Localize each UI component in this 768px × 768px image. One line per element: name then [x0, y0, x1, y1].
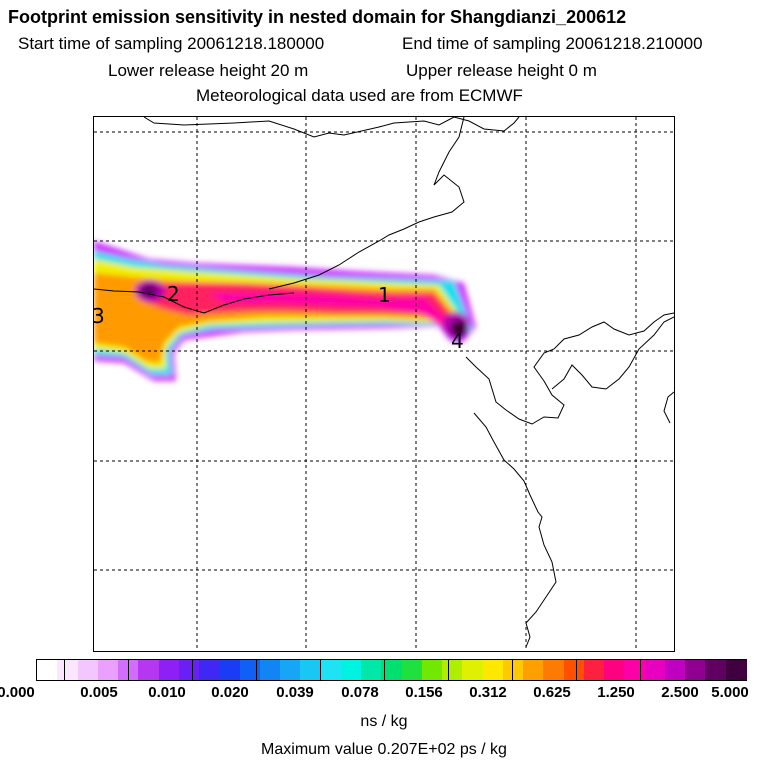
marker-1: 1 — [378, 283, 391, 307]
colorbar-divider — [448, 660, 449, 680]
colorbar-swatch — [563, 660, 585, 680]
map-svg: 1 2 3 4 — [94, 117, 674, 651]
colorbar-tick-9: 1.250 — [597, 684, 635, 701]
colorbar-swatch — [381, 660, 403, 680]
grid-lines — [94, 117, 674, 651]
coast-bohai — [268, 117, 465, 290]
colorbar-tick-3: 0.020 — [211, 684, 249, 701]
coast-east-korea — [663, 391, 674, 424]
colorbar-swatch — [523, 660, 544, 680]
colorbar-tick-1: 0.005 — [80, 684, 118, 701]
colorbar-swatch — [300, 660, 322, 680]
northern-boundary-line — [143, 117, 520, 138]
colorbar-swatch — [239, 660, 261, 680]
colorbar-swatch — [482, 660, 504, 680]
colorbar-swatch — [583, 660, 605, 680]
plume-peak-west-core — [141, 285, 157, 297]
marker-2: 2 — [167, 282, 180, 306]
map-panel: 1 2 3 4 — [93, 116, 675, 652]
coast-shandong — [465, 312, 674, 425]
colorbar-swatch — [543, 660, 565, 680]
colorbar-swatch — [442, 660, 463, 680]
meteorological-data-label: Meteorological data used are from ECMWF — [196, 86, 523, 105]
end-time-label: End time of sampling 20061218.210000 — [402, 34, 703, 53]
colorbar-divider — [64, 660, 65, 680]
colorbar-swatch — [624, 660, 646, 680]
colorbar-swatch — [725, 660, 747, 680]
colorbar-divider — [256, 660, 257, 680]
colorbar-tick-8: 0.625 — [533, 684, 571, 701]
boundary-inner — [94, 288, 295, 314]
colorbar-tick-2: 0.010 — [148, 684, 186, 701]
upper-release-height-label: Upper release height 0 m — [406, 61, 597, 80]
colorbar-tick-7: 0.312 — [469, 684, 507, 701]
colorbar-tick-0: 0.000 — [0, 684, 35, 701]
marker-3: 3 — [94, 304, 105, 328]
colorbar-swatch — [37, 660, 58, 680]
plot-title: Footprint emission sensitivity in nested… — [8, 7, 627, 27]
colorbar-divider — [320, 660, 321, 680]
colorbar — [36, 659, 747, 681]
colorbar-swatch — [604, 660, 626, 680]
colorbar-tick-11: 5.000 — [711, 684, 749, 701]
colorbar-tick-10: 2.500 — [661, 684, 699, 701]
plume-peak-receptor-core — [451, 320, 467, 338]
colorbar-swatch — [77, 660, 99, 680]
colorbar-divider — [640, 660, 641, 680]
colorbar-divider — [512, 660, 513, 680]
coastline — [94, 117, 674, 648]
colorbar-swatch — [199, 660, 220, 680]
coast-south — [473, 412, 557, 648]
colorbar-swatch — [502, 660, 524, 680]
colorbar-swatch — [401, 660, 423, 680]
colorbar-units: ns / kg — [360, 713, 408, 730]
maximum-value-label: Maximum value 0.207E+02 ps / kg — [261, 741, 507, 758]
colorbar-swatch — [57, 660, 79, 680]
plume-layer-magenta — [209, 293, 446, 325]
colorbar-swatch — [421, 660, 443, 680]
colorbar-swatch — [158, 660, 180, 680]
lower-release-height-label: Lower release height 20 m — [108, 61, 309, 80]
colorbar-divider — [128, 660, 129, 680]
colorbar-swatch — [664, 660, 686, 680]
colorbar-swatch — [685, 660, 707, 680]
marker-4: 4 — [451, 329, 464, 353]
colorbar-swatch — [462, 660, 484, 680]
colorbar-swatch — [178, 660, 200, 680]
colorbar-divider — [576, 660, 577, 680]
start-time-label: Start time of sampling 20061218.180000 — [18, 34, 325, 53]
colorbar-swatch — [259, 660, 281, 680]
coast-korea — [551, 316, 674, 390]
colorbar-swatch — [361, 660, 382, 680]
colorbar-tick-5: 0.078 — [341, 684, 379, 701]
colorbar-swatch — [138, 660, 160, 680]
colorbar-divider — [384, 660, 385, 680]
colorbar-tick-6: 0.156 — [405, 684, 443, 701]
colorbar-swatch — [644, 660, 666, 680]
footprint-plume — [94, 241, 476, 381]
colorbar-swatch — [705, 660, 727, 680]
colorbar-swatch — [280, 660, 301, 680]
colorbar-swatch — [219, 660, 241, 680]
colorbar-swatch — [97, 660, 119, 680]
colorbar-tick-4: 0.039 — [276, 684, 314, 701]
colorbar-divider — [192, 660, 193, 680]
colorbar-swatch — [320, 660, 342, 680]
colorbar-swatch — [340, 660, 362, 680]
markers: 1 2 3 4 — [94, 282, 464, 353]
